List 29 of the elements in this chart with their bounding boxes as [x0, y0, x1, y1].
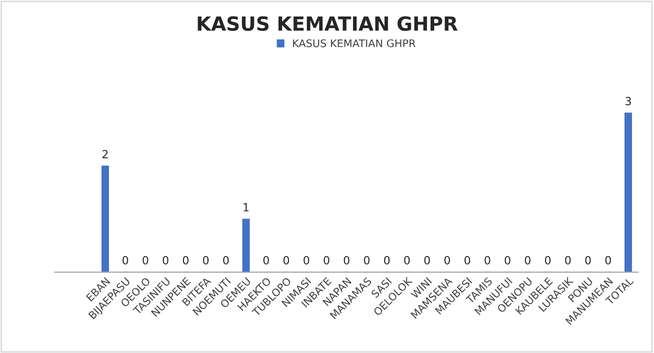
data-label: 0 [384, 256, 390, 264]
data-label: 0 [544, 256, 551, 264]
data-label: 0 [203, 256, 209, 264]
data-label: 0 [162, 256, 168, 264]
data-label: 0 [182, 256, 188, 264]
data-label: 0 [304, 256, 310, 264]
data-label: 0 [283, 256, 290, 264]
data-label: 0 [404, 256, 410, 264]
chart-title: KASUS KEMATIAN GHPR [198, 16, 458, 31]
data-label: 0 [484, 256, 490, 264]
data-label: 0 [424, 256, 430, 264]
data-label: 0 [524, 256, 530, 264]
data-label: 0 [324, 256, 330, 264]
data-label: 2 [102, 150, 108, 158]
data-label: 0 [464, 256, 470, 264]
data-label: 1 [244, 203, 249, 212]
data-label: 0 [223, 256, 229, 264]
data-label: 0 [585, 256, 591, 264]
data-label: 0 [504, 256, 510, 264]
legend-label: KASUS KEMATIAN GHPR [293, 39, 416, 48]
data-label: 3 [626, 96, 631, 106]
data-label: 0 [122, 256, 128, 264]
data-label: 0 [565, 256, 571, 264]
data-label: 0 [142, 256, 148, 264]
data-label: 0 [344, 256, 350, 264]
data-label: 0 [444, 256, 450, 264]
data-label: 0 [263, 256, 269, 264]
data-label: 0 [605, 256, 611, 264]
data-label: 0 [364, 256, 370, 264]
